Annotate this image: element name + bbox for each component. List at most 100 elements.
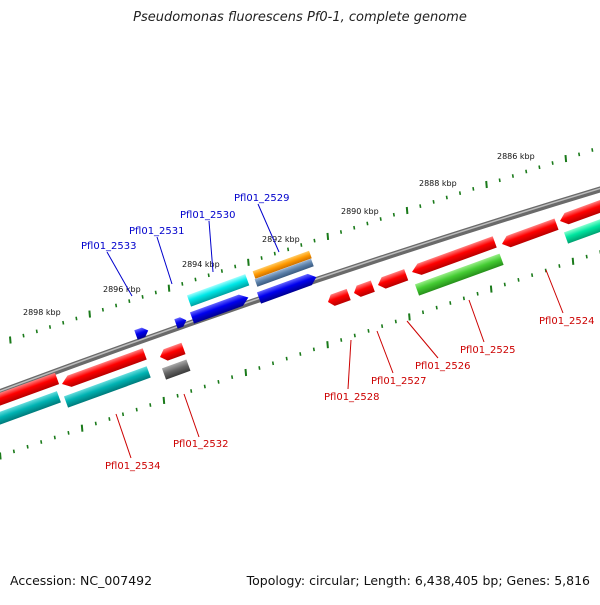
gene-label-pfl01-2534[interactable]: Pfl01_2534 [105, 461, 161, 472]
outer-tick [353, 225, 356, 230]
gene-pfl01-2529-arrow[interactable] [256, 271, 318, 304]
outer-tick [300, 243, 303, 247]
gene-pfl01-2535-arrow[interactable] [0, 372, 60, 407]
gene-pfl01-2528-arrow[interactable] [326, 288, 351, 308]
inner-tick [517, 277, 520, 282]
inner-tick [367, 328, 370, 333]
gene-pfl01-2529-orange-bar[interactable] [252, 250, 312, 279]
gene-pfl01-2530-arrow[interactable] [189, 292, 250, 324]
tick-marks [0, 148, 600, 460]
inner-tick [26, 444, 29, 449]
callout-lines [106, 203, 564, 459]
outer-tick [141, 294, 144, 299]
outer-tick [154, 290, 157, 295]
outer-tick [326, 232, 330, 240]
gene-pfl01-2532-arrow[interactable] [158, 342, 186, 363]
outer-tick [9, 336, 12, 344]
outer-tick [234, 264, 237, 269]
gene-pfl01-2527-arrow[interactable] [352, 280, 375, 299]
gene-pfl01-2530-cyan-bar[interactable] [186, 274, 250, 307]
inner-tick [312, 347, 315, 352]
genome-backbone [0, 186, 600, 396]
outer-tick [366, 221, 369, 226]
gene-label-pfl01-2533[interactable]: Pfl01_2533 [81, 241, 137, 252]
callout-pfl01-2531 [156, 236, 173, 285]
inner-tick [94, 421, 97, 426]
inner-tick [40, 440, 43, 444]
inner-tick [108, 417, 111, 421]
inner-tick [80, 424, 84, 432]
gene-pfl01-2524-arrow[interactable] [500, 218, 559, 250]
inner-tick [0, 452, 2, 460]
callout-pfl01-2534 [115, 413, 132, 459]
inner-tick [340, 338, 343, 342]
callout-pfl01-2528 [347, 339, 352, 390]
callout-pfl01-2532 [183, 393, 200, 438]
tick-label-2890: 2890 kbp [341, 207, 379, 216]
gene-label-pfl01-2531[interactable]: Pfl01_2531 [129, 226, 185, 237]
gene-label-pfl01-2524[interactable]: Pfl01_2524 [539, 316, 595, 327]
gene-label-pfl01-2529[interactable]: Pfl01_2529 [234, 193, 290, 204]
accession-text: Accession: NC_007492 [10, 573, 153, 588]
gene-pfl01-2523-green-bar[interactable] [563, 217, 600, 244]
inner-tick [531, 273, 534, 278]
outer-tick [379, 217, 382, 221]
gene-label-pfl01-2525[interactable]: Pfl01_2525 [460, 345, 516, 356]
gene-label-pfl01-2532[interactable]: Pfl01_2532 [173, 439, 229, 450]
outer-tick [273, 251, 276, 256]
gene-features[interactable] [0, 198, 600, 426]
inner-tick [299, 352, 302, 356]
gene-pfl01-2525-arrow[interactable] [410, 236, 497, 277]
gene-label-pfl01-2527[interactable]: Pfl01_2527 [371, 376, 427, 387]
outer-tick [445, 195, 448, 200]
outer-tick [419, 204, 422, 209]
outer-tick [498, 178, 501, 183]
inner-tick [394, 319, 397, 324]
inner-tick [585, 254, 588, 259]
gene-pfl01-2525-green-bar[interactable] [414, 253, 504, 296]
inner-tick [489, 285, 493, 293]
outer-tick [511, 174, 514, 178]
callout-pfl01-2526 [406, 320, 439, 359]
inner-tick [53, 435, 56, 440]
gene-pfl01-2533-arrow[interactable] [134, 326, 150, 340]
inner-tick [176, 393, 179, 398]
gene-pfl01-2535-cyan-bar[interactable] [0, 391, 61, 426]
outer-tick [181, 281, 184, 286]
inner-tick [285, 356, 288, 361]
callout-pfl01-2530 [208, 220, 214, 273]
outer-tick [339, 230, 343, 234]
inner-tick [217, 379, 220, 384]
inner-tick [258, 366, 261, 370]
outer-tick [525, 169, 528, 174]
outer-tick [578, 152, 581, 157]
inner-tick [12, 449, 15, 454]
gene-pfl01-2531-arrow[interactable] [174, 316, 188, 329]
outer-tick [485, 180, 488, 189]
gene-pfl01-2526-arrow[interactable] [376, 269, 409, 291]
gene-label-pfl01-2528[interactable]: Pfl01_2528 [324, 392, 380, 403]
outer-tick [392, 212, 395, 217]
outer-tick [128, 299, 131, 304]
gene-pfl01-2534-arrow[interactable] [60, 348, 147, 389]
inner-tick [435, 305, 438, 310]
inner-tick [326, 341, 329, 349]
inner-tick [421, 310, 425, 315]
gene-pfl01-2534-cyan-bar[interactable] [63, 366, 151, 408]
gene-labels[interactable]: Pfl01_2529 Pfl01_2530 Pfl01_2531 Pfl01_2… [81, 193, 595, 472]
outer-tick [167, 284, 171, 292]
gene-label-pfl01-2526[interactable]: Pfl01_2526 [415, 361, 471, 372]
outer-tick [35, 329, 38, 334]
inner-tick [408, 313, 411, 321]
tick-label-2898: 2898 kbp [23, 308, 61, 317]
inner-tick [149, 403, 152, 407]
gene-pfl01-2523-arrow[interactable] [558, 198, 600, 226]
tick-label-2894: 2894 kbp [182, 260, 220, 269]
outer-tick [207, 273, 210, 278]
gene-pfl01-2532-gray-bar[interactable] [161, 359, 191, 380]
gene-label-pfl01-2530[interactable]: Pfl01_2530 [180, 210, 236, 221]
inner-tick [503, 282, 506, 287]
gene-pfl01-2529-steel-bar[interactable] [254, 258, 314, 287]
